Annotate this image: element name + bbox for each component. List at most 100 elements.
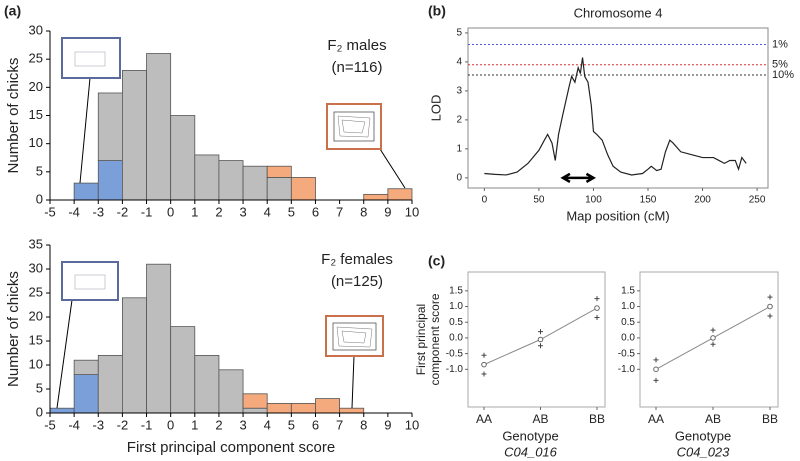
panel-label: (c) (428, 253, 445, 269)
bar (73, 182, 99, 201)
interval-arrow (560, 172, 596, 183)
insets (56, 37, 406, 409)
y-tick-label: 0 (36, 404, 43, 419)
y-tick-label: -0.5 (446, 348, 464, 359)
bar (339, 407, 365, 414)
x-tick-label: 4 (264, 204, 271, 219)
x-tick-label: 200 (694, 195, 711, 206)
y-tick-label: 0 (36, 191, 43, 206)
bar (266, 165, 292, 178)
individual-point (481, 371, 487, 377)
y-tick-label: -0.5 (618, 348, 636, 359)
y-tick-label: 5 (36, 163, 43, 178)
x-tick-label: 2 (215, 417, 222, 432)
individual-point (710, 327, 716, 333)
x-tick-label: -3 (92, 417, 104, 432)
mean-point (767, 303, 773, 310)
y-tick-label: 1.5 (621, 285, 635, 296)
threshold-label: 1% (772, 38, 788, 50)
bar (97, 354, 123, 414)
annotation: F₂ females (321, 251, 393, 268)
marker-name: C04_023 (677, 444, 731, 459)
x-axis-label: Genotype (502, 428, 558, 443)
x-tick-label: 4 (264, 417, 271, 432)
bar (122, 70, 147, 201)
threshold-label: 5% (772, 59, 788, 71)
x-tick-label: 7 (336, 417, 343, 432)
y-tick-label: 30 (29, 22, 43, 37)
x-tick-label: 2 (215, 204, 222, 219)
y-tick-label: 10 (29, 135, 43, 150)
individual-point (538, 329, 543, 335)
bar (218, 369, 244, 414)
threshold-label: 10% (772, 69, 794, 81)
x-tick-label: -5 (44, 417, 56, 432)
individual-point (653, 377, 659, 383)
y-tick-label: 2 (456, 115, 462, 126)
y-tick-label: 0 (456, 172, 462, 183)
bar (242, 393, 268, 409)
bar (49, 407, 75, 414)
bar (242, 407, 268, 414)
x-tick-label: -1 (141, 417, 153, 432)
x-tick-label: AA (476, 412, 492, 426)
bar (73, 359, 99, 376)
x-tick-label: -2 (117, 204, 129, 219)
y-tick-label: -1.0 (446, 364, 464, 375)
annotation: F₂ males (327, 37, 386, 54)
individual-point (767, 313, 773, 319)
bar (363, 193, 389, 201)
bar (387, 188, 413, 201)
individual-point (481, 352, 487, 358)
annotation: (n=125) (331, 273, 383, 290)
y-tick-label: 0.5 (621, 317, 635, 328)
y-axis-label: Number of chicks (5, 58, 22, 174)
bar (242, 165, 268, 201)
y-tick-label: 30 (29, 260, 43, 275)
x-tick-label: 7 (336, 204, 343, 219)
x-tick-label: BB (762, 412, 778, 426)
y-axis-label: LOD (428, 95, 443, 122)
individual-point (594, 315, 600, 321)
x-tick-label: 3 (239, 417, 246, 432)
lod-curve (484, 57, 747, 176)
x-tick-label: -3 (92, 204, 104, 219)
bar (290, 177, 316, 201)
x-tick-label: 0 (167, 204, 174, 219)
x-tick-label: 6 (312, 417, 319, 432)
marker-name: C04_016 (504, 444, 558, 459)
individual-point (710, 341, 716, 347)
y-tick-label: 25 (29, 284, 43, 299)
bar (170, 326, 196, 414)
x-tick-label: 6 (312, 204, 319, 219)
x-tick-label: 8 (360, 417, 367, 432)
y-tick-label: 35 (29, 236, 43, 251)
annotation: (n=116) (331, 59, 382, 76)
y-tick-label: 1.5 (449, 285, 463, 296)
mean-point (537, 336, 544, 343)
plot-frame (467, 271, 606, 408)
x-tick-label: 100 (585, 195, 602, 206)
y-tick-label: 4 (456, 57, 462, 68)
bar (218, 160, 244, 201)
x-axis-label: Genotype (675, 428, 731, 443)
mean-point (653, 366, 659, 373)
x-tick-label: 250 (749, 195, 766, 206)
x-tick-label: AA (648, 412, 664, 426)
bar (146, 53, 172, 201)
y-axis-label: First principal (414, 304, 428, 375)
x-tick-label: 9 (384, 417, 391, 432)
x-tick-label: -4 (68, 204, 80, 219)
y-tick-label: 0.0 (449, 333, 463, 344)
plot-frame (467, 27, 769, 189)
x-tick-label: -4 (68, 417, 80, 432)
individual-point (653, 357, 659, 363)
y-tick-label: 5 (456, 28, 462, 39)
x-tick-label: AB (705, 412, 721, 426)
bar (73, 374, 99, 414)
mean-point (594, 305, 600, 311)
bar (266, 177, 292, 201)
x-tick-label: 8 (360, 204, 367, 219)
